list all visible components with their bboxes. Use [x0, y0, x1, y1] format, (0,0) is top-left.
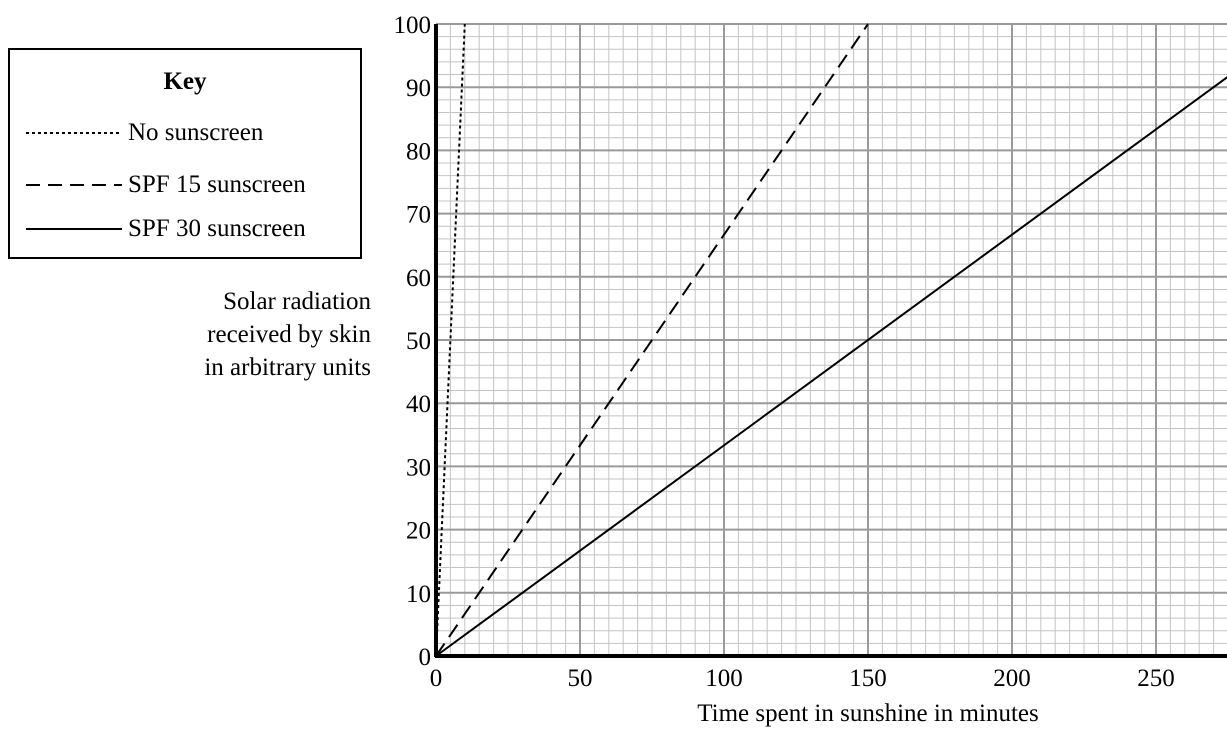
legend-entry-spf15: SPF 15 sunscreen	[26, 170, 306, 200]
y-axis-label-line: Solar radiation	[223, 288, 371, 315]
y-axis-label: Solar radiation received by skin in arbi…	[204, 285, 371, 384]
legend-entry-no-sunscreen: No sunscreen	[26, 118, 263, 148]
y-tick-label: 90	[406, 75, 431, 102]
legend-swatch-solid	[26, 228, 122, 230]
y-tick-label: 10	[406, 581, 431, 608]
legend-swatch-dotted	[26, 132, 122, 134]
tick-labels: 0102030405060708090100050100150200250300	[394, 12, 1175, 692]
y-tick-label: 100	[394, 12, 432, 39]
x-tick-label: 200	[993, 665, 1031, 692]
y-tick-label: 20	[406, 518, 431, 545]
y-axis-label-line: in arbitrary units	[204, 354, 371, 381]
y-tick-label: 50	[406, 328, 431, 355]
x-tick-label: 50	[568, 665, 593, 692]
series-line-solid	[435, 76, 1227, 657]
x-tick-label: 250	[1137, 665, 1175, 692]
axes	[434, 24, 1227, 658]
y-tick-label: 0	[419, 644, 432, 671]
y-tick-label: 30	[406, 454, 431, 481]
legend-entry-spf30: SPF 30 sunscreen	[26, 214, 306, 244]
series-layer	[435, 23, 1227, 657]
legend: Key No sunscreen SPF 15 sunscreen SPF 30…	[8, 48, 362, 259]
legend-label: SPF 15 sunscreen	[128, 171, 306, 198]
x-tick-label: 100	[705, 665, 743, 692]
y-tick-label: 80	[406, 138, 431, 165]
y-tick-label: 70	[406, 202, 431, 229]
x-tick-label: 0	[430, 665, 443, 692]
legend-title: Key	[163, 68, 207, 95]
legend-swatch-dashed	[26, 184, 122, 186]
y-tick-label: 40	[406, 391, 431, 418]
legend-label: No sunscreen	[128, 119, 264, 146]
legend-label: SPF 30 sunscreen	[128, 215, 306, 242]
y-tick-label: 60	[406, 265, 431, 292]
grid	[435, 23, 1227, 657]
x-axis-label: Time spent in sunshine in minutes	[697, 700, 1039, 727]
series-line-dashed	[435, 23, 869, 657]
y-axis-label-line: received by skin	[207, 321, 371, 348]
x-tick-label: 150	[849, 665, 887, 692]
